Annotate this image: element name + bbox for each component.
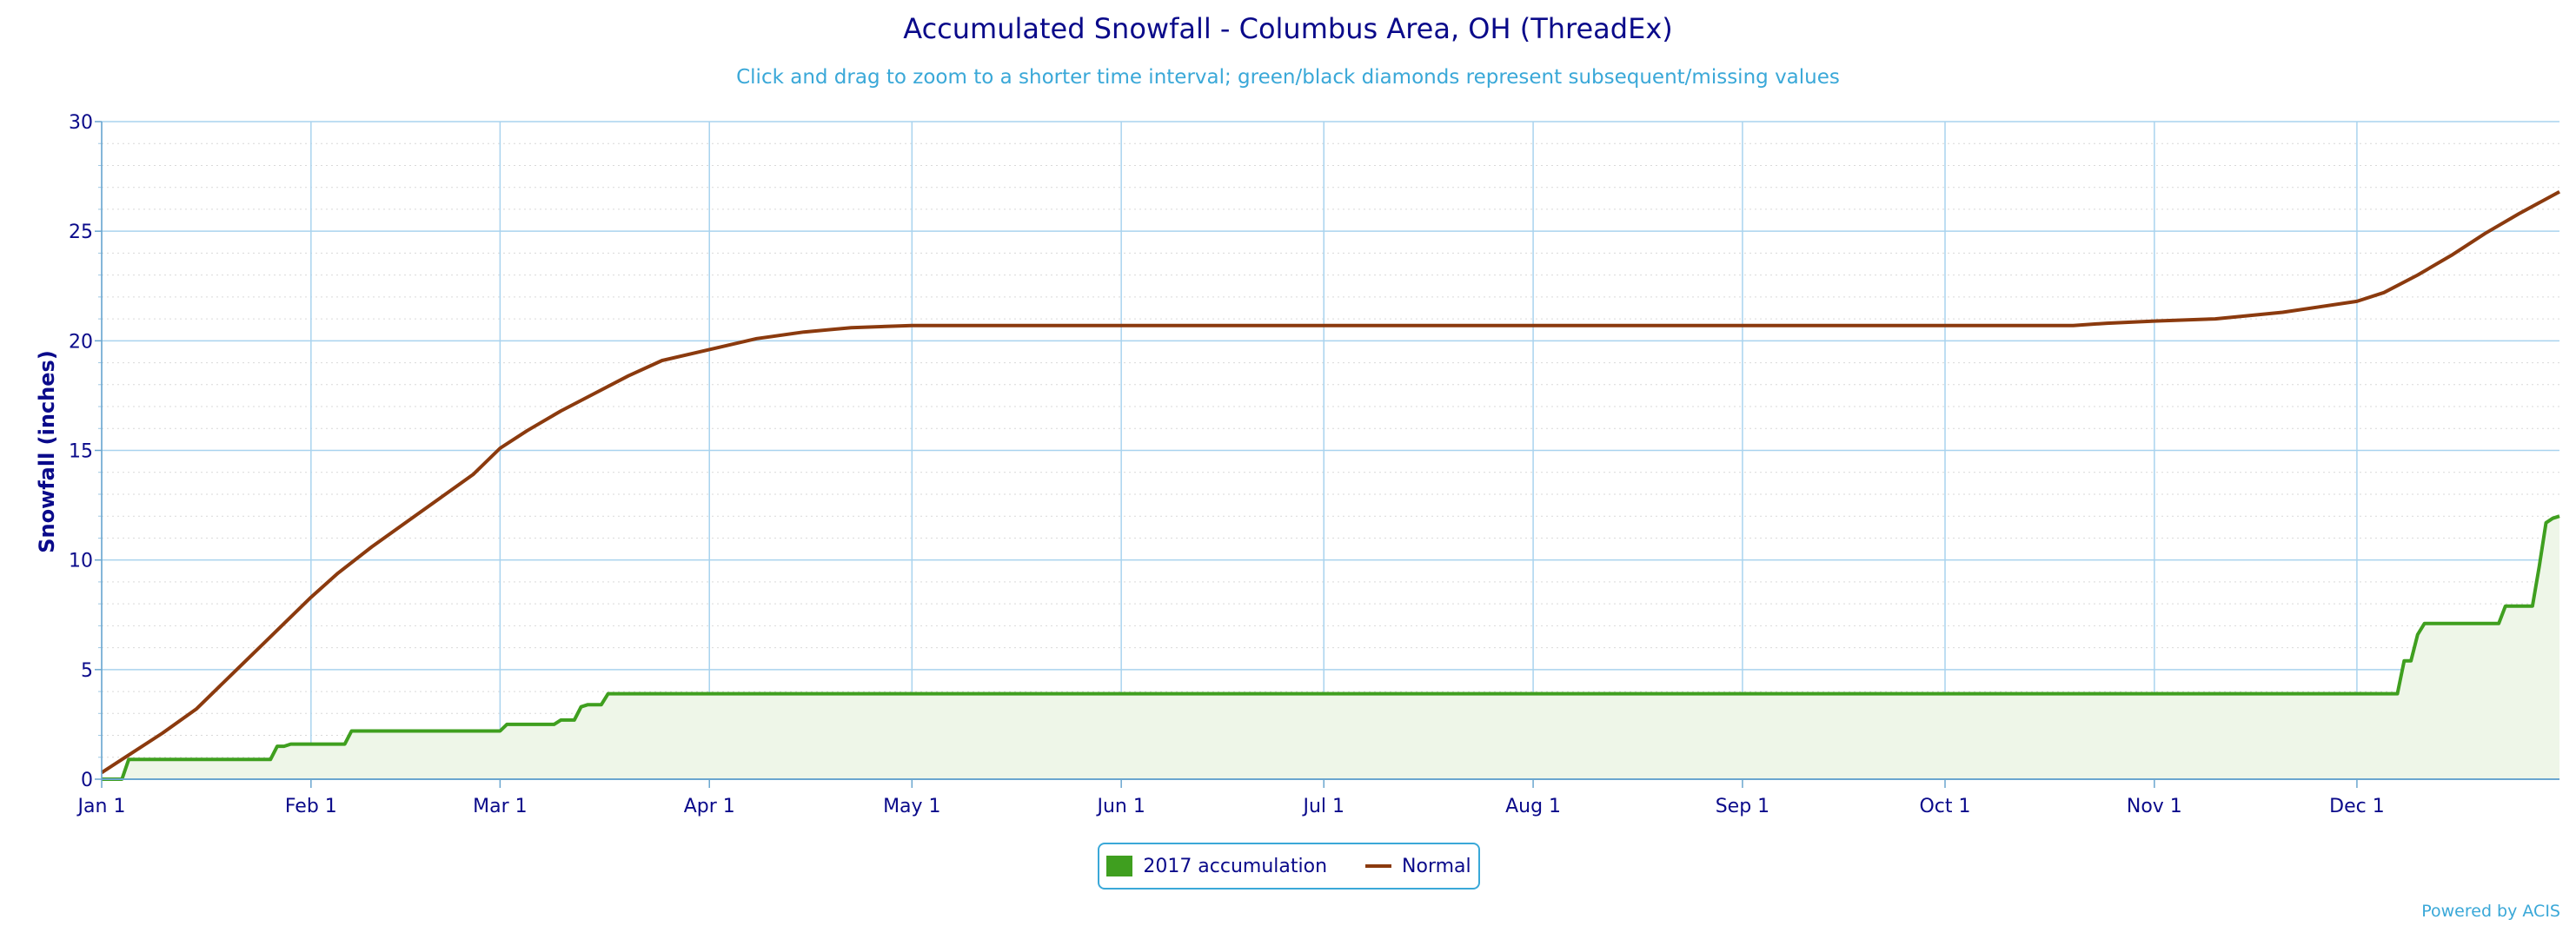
x-tick-label: Nov 1 — [2127, 796, 2182, 817]
series-line-normal — [100, 189, 2560, 775]
x-tick-label: Jun 1 — [1095, 796, 1145, 817]
legend: 2017 accumulation Normal — [1098, 843, 1480, 890]
y-axis-label: Snowfall (inches) — [35, 350, 59, 553]
x-tick-label: Mar 1 — [473, 796, 528, 817]
y-tick-label: 15 — [69, 441, 93, 463]
x-tick-label: Jan 1 — [76, 796, 126, 817]
x-tick-label: Feb 1 — [285, 796, 337, 817]
x-tick-label: Oct 1 — [1919, 796, 1970, 817]
series-line-2017-accumulation — [102, 514, 2560, 781]
series-layer — [100, 189, 2560, 781]
y-tick-label: 30 — [69, 112, 93, 134]
y-tick-label: 5 — [81, 660, 93, 682]
axes: 0 5 10 15 20 25 30 Jan 1 Feb 1 Mar 1 Apr 1 May 1 Jun… — [69, 112, 2559, 817]
x-tick-label: Apr 1 — [684, 796, 735, 817]
series-area-2017-accumulation — [102, 516, 2559, 779]
legend-swatch-normal — [1365, 864, 1392, 868]
chart-subtitle: Click and drag to zoom to a shorter time… — [736, 66, 1840, 89]
y-tick-label: 20 — [69, 331, 93, 353]
y-tick-label: 25 — [69, 222, 93, 243]
x-tick-label: May 1 — [883, 796, 940, 817]
x-tick-label: Sep 1 — [1716, 796, 1769, 817]
legend-label-normal: Normal — [1402, 855, 1471, 877]
x-tick-label: Dec 1 — [2329, 796, 2385, 817]
legend-label-2017: 2017 accumulation — [1143, 855, 1328, 877]
credit-link[interactable]: Powered by ACIS — [2421, 902, 2560, 921]
y-tick-label: 0 — [81, 770, 93, 791]
chart-title: Accumulated Snowfall - Columbus Area, OH… — [903, 12, 1673, 45]
legend-item-normal[interactable]: Normal — [1365, 856, 1471, 877]
x-tick-label: Jul 1 — [1301, 796, 1344, 817]
x-tick-label: Aug 1 — [1505, 796, 1561, 817]
y-tick-label: 10 — [69, 551, 93, 572]
legend-swatch-2017 — [1106, 856, 1133, 876]
grid — [101, 121, 2559, 780]
legend-item-2017-accumulation[interactable]: 2017 accumulation — [1106, 856, 1327, 877]
